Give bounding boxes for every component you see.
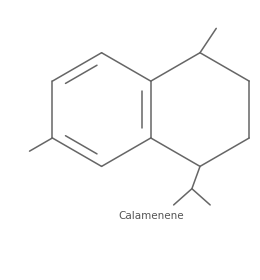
Text: Calamenene: Calamenene: [118, 211, 184, 221]
